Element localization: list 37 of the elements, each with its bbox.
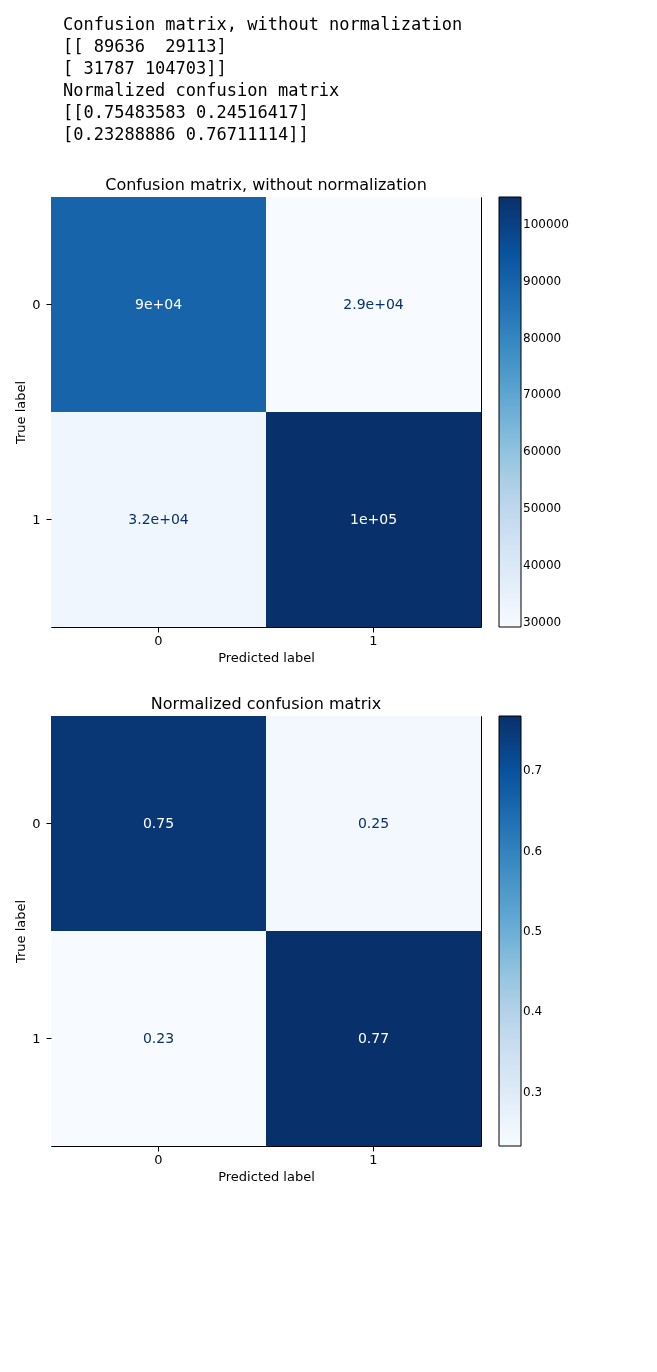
- color-bar-label: 50000: [523, 501, 562, 516]
- y-tick-label: 0: [32, 815, 41, 831]
- data-label: 0.75: [142, 814, 175, 831]
- color-bar-label: 0.4: [523, 1004, 543, 1019]
- x-axis-title: Predicted label: [218, 649, 315, 665]
- color-bar-label: 80000: [523, 330, 562, 345]
- color-bar-label: 0.5: [523, 924, 543, 938]
- y-tick-label: 0: [32, 296, 41, 312]
- color-bar-label: 30000: [523, 614, 562, 629]
- text: [[ 89636 29113]: [63, 36, 227, 56]
- data-label: 3.2e+04: [128, 510, 189, 527]
- y-tick-label: 1: [32, 1030, 41, 1046]
- x-axis-title: Predicted label: [218, 1168, 315, 1184]
- y-axis-title: True label: [13, 899, 29, 965]
- data-label: 0.77: [357, 1029, 390, 1046]
- text: [ 31787 104703]]: [63, 58, 227, 78]
- color-bar-label: 60000: [523, 444, 562, 459]
- text: [[0.75483583 0.24516417]: [63, 102, 309, 122]
- text: Normalized confusion matrix: [63, 80, 340, 100]
- data-label: 9e+04: [134, 295, 183, 312]
- chart-title: Confusion matrix, without normalization: [105, 175, 427, 194]
- color-bar-label: 0.7: [523, 763, 543, 778]
- chart-title: Normalized confusion matrix: [150, 694, 382, 713]
- data-label: 0.25: [357, 814, 390, 831]
- text: [0.23288886 0.76711114]]: [63, 124, 309, 144]
- data-label: 0.23: [142, 1029, 175, 1046]
- y-axis-title: True label: [13, 380, 29, 446]
- color-bar-label: 70000: [523, 387, 562, 402]
- color-bar-label: 0.6: [523, 843, 543, 858]
- color-bar-label: 0.3: [523, 1084, 543, 1099]
- color-bar-label: 90000: [523, 273, 562, 288]
- data-label: 1e+05: [349, 510, 398, 527]
- y-tick-label: 1: [32, 511, 41, 527]
- data-label: 2.9e+04: [343, 295, 404, 312]
- color-bar-label: 100000: [523, 216, 569, 231]
- color-bar-label: 40000: [523, 558, 562, 573]
- text: Confusion matrix, without normalization: [63, 14, 463, 34]
